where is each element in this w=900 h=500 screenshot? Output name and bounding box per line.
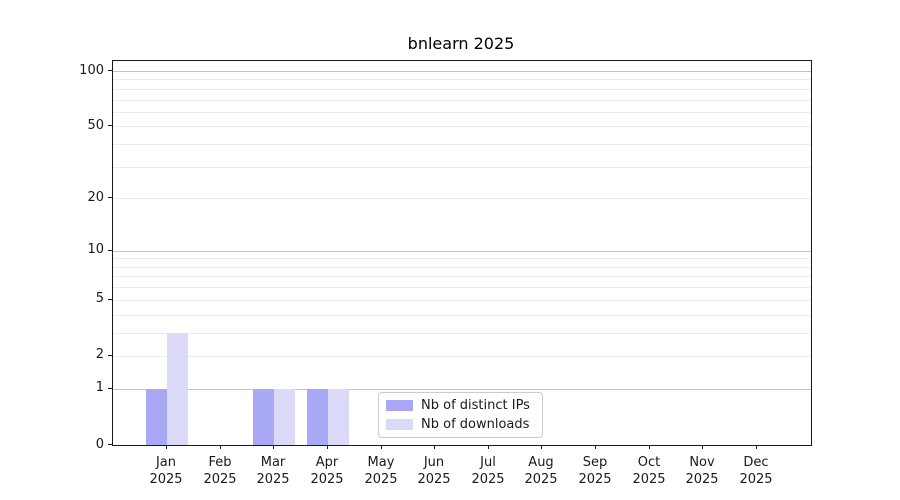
bar-jan-ips (146, 388, 167, 445)
x-tick-label-mar: Mar 2025 (256, 455, 290, 487)
x-tick-label-feb: Feb 2025 (203, 455, 237, 487)
y-tick-mark-100 (108, 70, 112, 71)
y-tick-label-0: 0 (95, 437, 104, 452)
x-tick-mark-dec (756, 445, 757, 449)
y-tick-mark-2 (108, 355, 112, 356)
legend-swatch-distinct-ips (386, 400, 413, 411)
y-tick-mark-0 (108, 444, 112, 445)
gridline-y-80 (113, 89, 811, 90)
y-tick-label-10: 10 (87, 242, 104, 257)
x-tick-label-aug: Aug 2025 (524, 455, 558, 487)
x-tick-mark-jun (434, 445, 435, 449)
gridline-y-8 (113, 267, 811, 268)
gridline-y-100 (113, 71, 811, 72)
gridline-y-2 (113, 356, 811, 357)
legend-item-distinct-ips: Nb of distinct IPs (386, 397, 542, 413)
x-tick-label-jul: Jul 2025 (471, 455, 505, 487)
gridline-y-9 (113, 258, 811, 259)
y-tick-label-5: 5 (95, 291, 104, 306)
y-tick-mark-1 (108, 388, 112, 389)
legend-rows: Nb of distinct IPs Nb of downloads (386, 397, 542, 432)
gridline-y-50 (113, 126, 811, 127)
legend-item-downloads: Nb of downloads (386, 416, 542, 432)
x-tick-mark-jul (488, 445, 489, 449)
y-tick-label-2: 2 (95, 347, 104, 362)
y-tick-mark-50 (108, 125, 112, 126)
gridline-y-70 (113, 100, 811, 101)
legend-swatch-downloads (386, 419, 413, 430)
x-tick-label-jan: Jan 2025 (149, 455, 183, 487)
x-tick-mark-mar (273, 445, 274, 449)
x-tick-mark-jan (166, 445, 167, 449)
gridline-y-6 (113, 287, 811, 288)
x-tick-label-may: May 2025 (364, 455, 398, 487)
gridline-y-3 (113, 333, 811, 334)
gridline-y-60 (113, 112, 811, 113)
y-tick-label-100: 100 (79, 63, 104, 78)
bar-mar-downloads (274, 388, 296, 445)
gridline-y-4 (113, 315, 811, 316)
gridline-y-10 (113, 251, 811, 252)
gridline-y-40 (113, 144, 811, 145)
gridline-y-90 (113, 79, 811, 80)
y-tick-label-1: 1 (95, 380, 104, 395)
bar-mar-ips (253, 388, 275, 445)
x-tick-label-jun: Jun 2025 (417, 455, 451, 487)
x-tick-mark-sep (595, 445, 596, 449)
x-tick-label-dec: Dec 2025 (739, 455, 773, 487)
legend-label-distinct-ips: Nb of distinct IPs (421, 397, 530, 413)
y-tick-mark-10 (108, 250, 112, 251)
gridline-y-7 (113, 276, 811, 277)
y-tick-mark-20 (108, 197, 112, 198)
x-tick-mark-aug (541, 445, 542, 449)
y-tick-label-50: 50 (87, 118, 104, 133)
gridline-y-20 (113, 198, 811, 199)
gridline-y-1 (113, 389, 811, 390)
x-tick-mark-may (381, 445, 382, 449)
x-tick-mark-oct (649, 445, 650, 449)
y-tick-label-20: 20 (87, 190, 104, 205)
legend-label-downloads: Nb of downloads (421, 416, 530, 432)
x-tick-mark-apr (327, 445, 328, 449)
x-tick-label-nov: Nov 2025 (685, 455, 719, 487)
legend: Nb of distinct IPs Nb of downloads (378, 392, 543, 438)
x-tick-label-sep: Sep 2025 (578, 455, 612, 487)
chart-title: bnlearn 2025 (407, 34, 515, 53)
x-tick-mark-feb (220, 445, 221, 449)
x-tick-label-apr: Apr 2025 (310, 455, 344, 487)
bar-apr-downloads (327, 388, 349, 445)
bar-apr-ips (306, 388, 328, 445)
x-tick-label-oct: Oct 2025 (632, 455, 666, 487)
bar-jan-downloads (167, 332, 188, 445)
y-tick-mark-5 (108, 299, 112, 300)
x-tick-mark-nov (702, 445, 703, 449)
gridline-y-30 (113, 167, 811, 168)
gridline-y-5 (113, 300, 811, 301)
plot-area (112, 60, 812, 446)
